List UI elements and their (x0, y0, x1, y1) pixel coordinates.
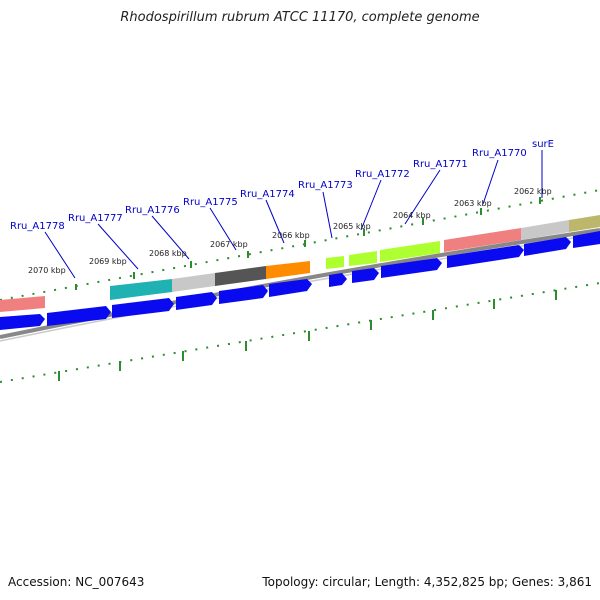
genome-title: Rhodospirillum rubrum ATCC 11170, comple… (120, 10, 480, 25)
band-lime-3 (380, 241, 440, 262)
cds-arrow (329, 273, 347, 287)
band-olive (569, 215, 600, 232)
cds-arrow (47, 306, 111, 326)
cds-arrow (112, 298, 174, 318)
cds-arrows (0, 231, 600, 330)
band-teal (110, 279, 172, 300)
major-ticks (75, 197, 541, 290)
gene-labels: Rru_A1778 Rru_A1777 Rru_A1776 Rru_A1775 … (10, 139, 554, 232)
kbp-labels: 2070 kbp 2069 kbp 2068 kbp 2067 kbp 2066… (28, 187, 552, 275)
accession-text: Accession: NC_007643 (8, 575, 145, 589)
gene-label: Rru_A1775 (183, 197, 238, 208)
gene-label: Rru_A1770 (472, 148, 527, 159)
cds-arrow (269, 279, 312, 297)
leader-lines (44, 150, 543, 279)
band-salmon (444, 228, 521, 252)
cds-arrow (352, 268, 379, 283)
kbp-label: 2064 kbp (393, 211, 431, 220)
gene-label: surE (532, 139, 554, 150)
band-lightgray-1 (172, 273, 215, 292)
gene-label: Rru_A1777 (68, 213, 123, 224)
gene-label: Rru_A1773 (298, 180, 353, 191)
cds-arrow (381, 258, 442, 278)
band-darkgray (215, 266, 266, 286)
feature-bands (0, 215, 600, 312)
gene-label: Rru_A1772 (355, 169, 410, 180)
kbp-label: 2063 kbp (454, 199, 492, 208)
kbp-label: 2065 kbp (333, 222, 371, 231)
band-orange (266, 261, 310, 279)
band-lime-2 (349, 251, 377, 266)
cds-arrow (176, 292, 217, 310)
cds-arrow (573, 231, 600, 248)
cds-arrow (524, 237, 571, 256)
band-lime-1 (326, 256, 344, 269)
kbp-label: 2066 kbp (272, 231, 310, 240)
gene-label: Rru_A1774 (240, 189, 295, 200)
cds-arrow (0, 314, 45, 330)
cds-arrow (219, 285, 268, 304)
kbp-label: 2070 kbp (28, 266, 66, 275)
inner-tick-track (0, 282, 600, 383)
band-salmon-left (0, 296, 45, 312)
genome-summary-text: Topology: circular; Length: 4,352,825 bp… (262, 575, 592, 589)
gene-label: Rru_A1778 (10, 221, 65, 232)
gene-label: Rru_A1771 (413, 159, 468, 170)
gene-label: Rru_A1776 (125, 205, 180, 216)
cds-arrow (447, 245, 524, 268)
band-lightgray-2 (521, 220, 569, 240)
kbp-label: 2062 kbp (514, 187, 552, 196)
kbp-label: 2068 kbp (149, 249, 187, 258)
kbp-label: 2069 kbp (89, 257, 127, 266)
kbp-label: 2067 kbp (210, 240, 248, 249)
